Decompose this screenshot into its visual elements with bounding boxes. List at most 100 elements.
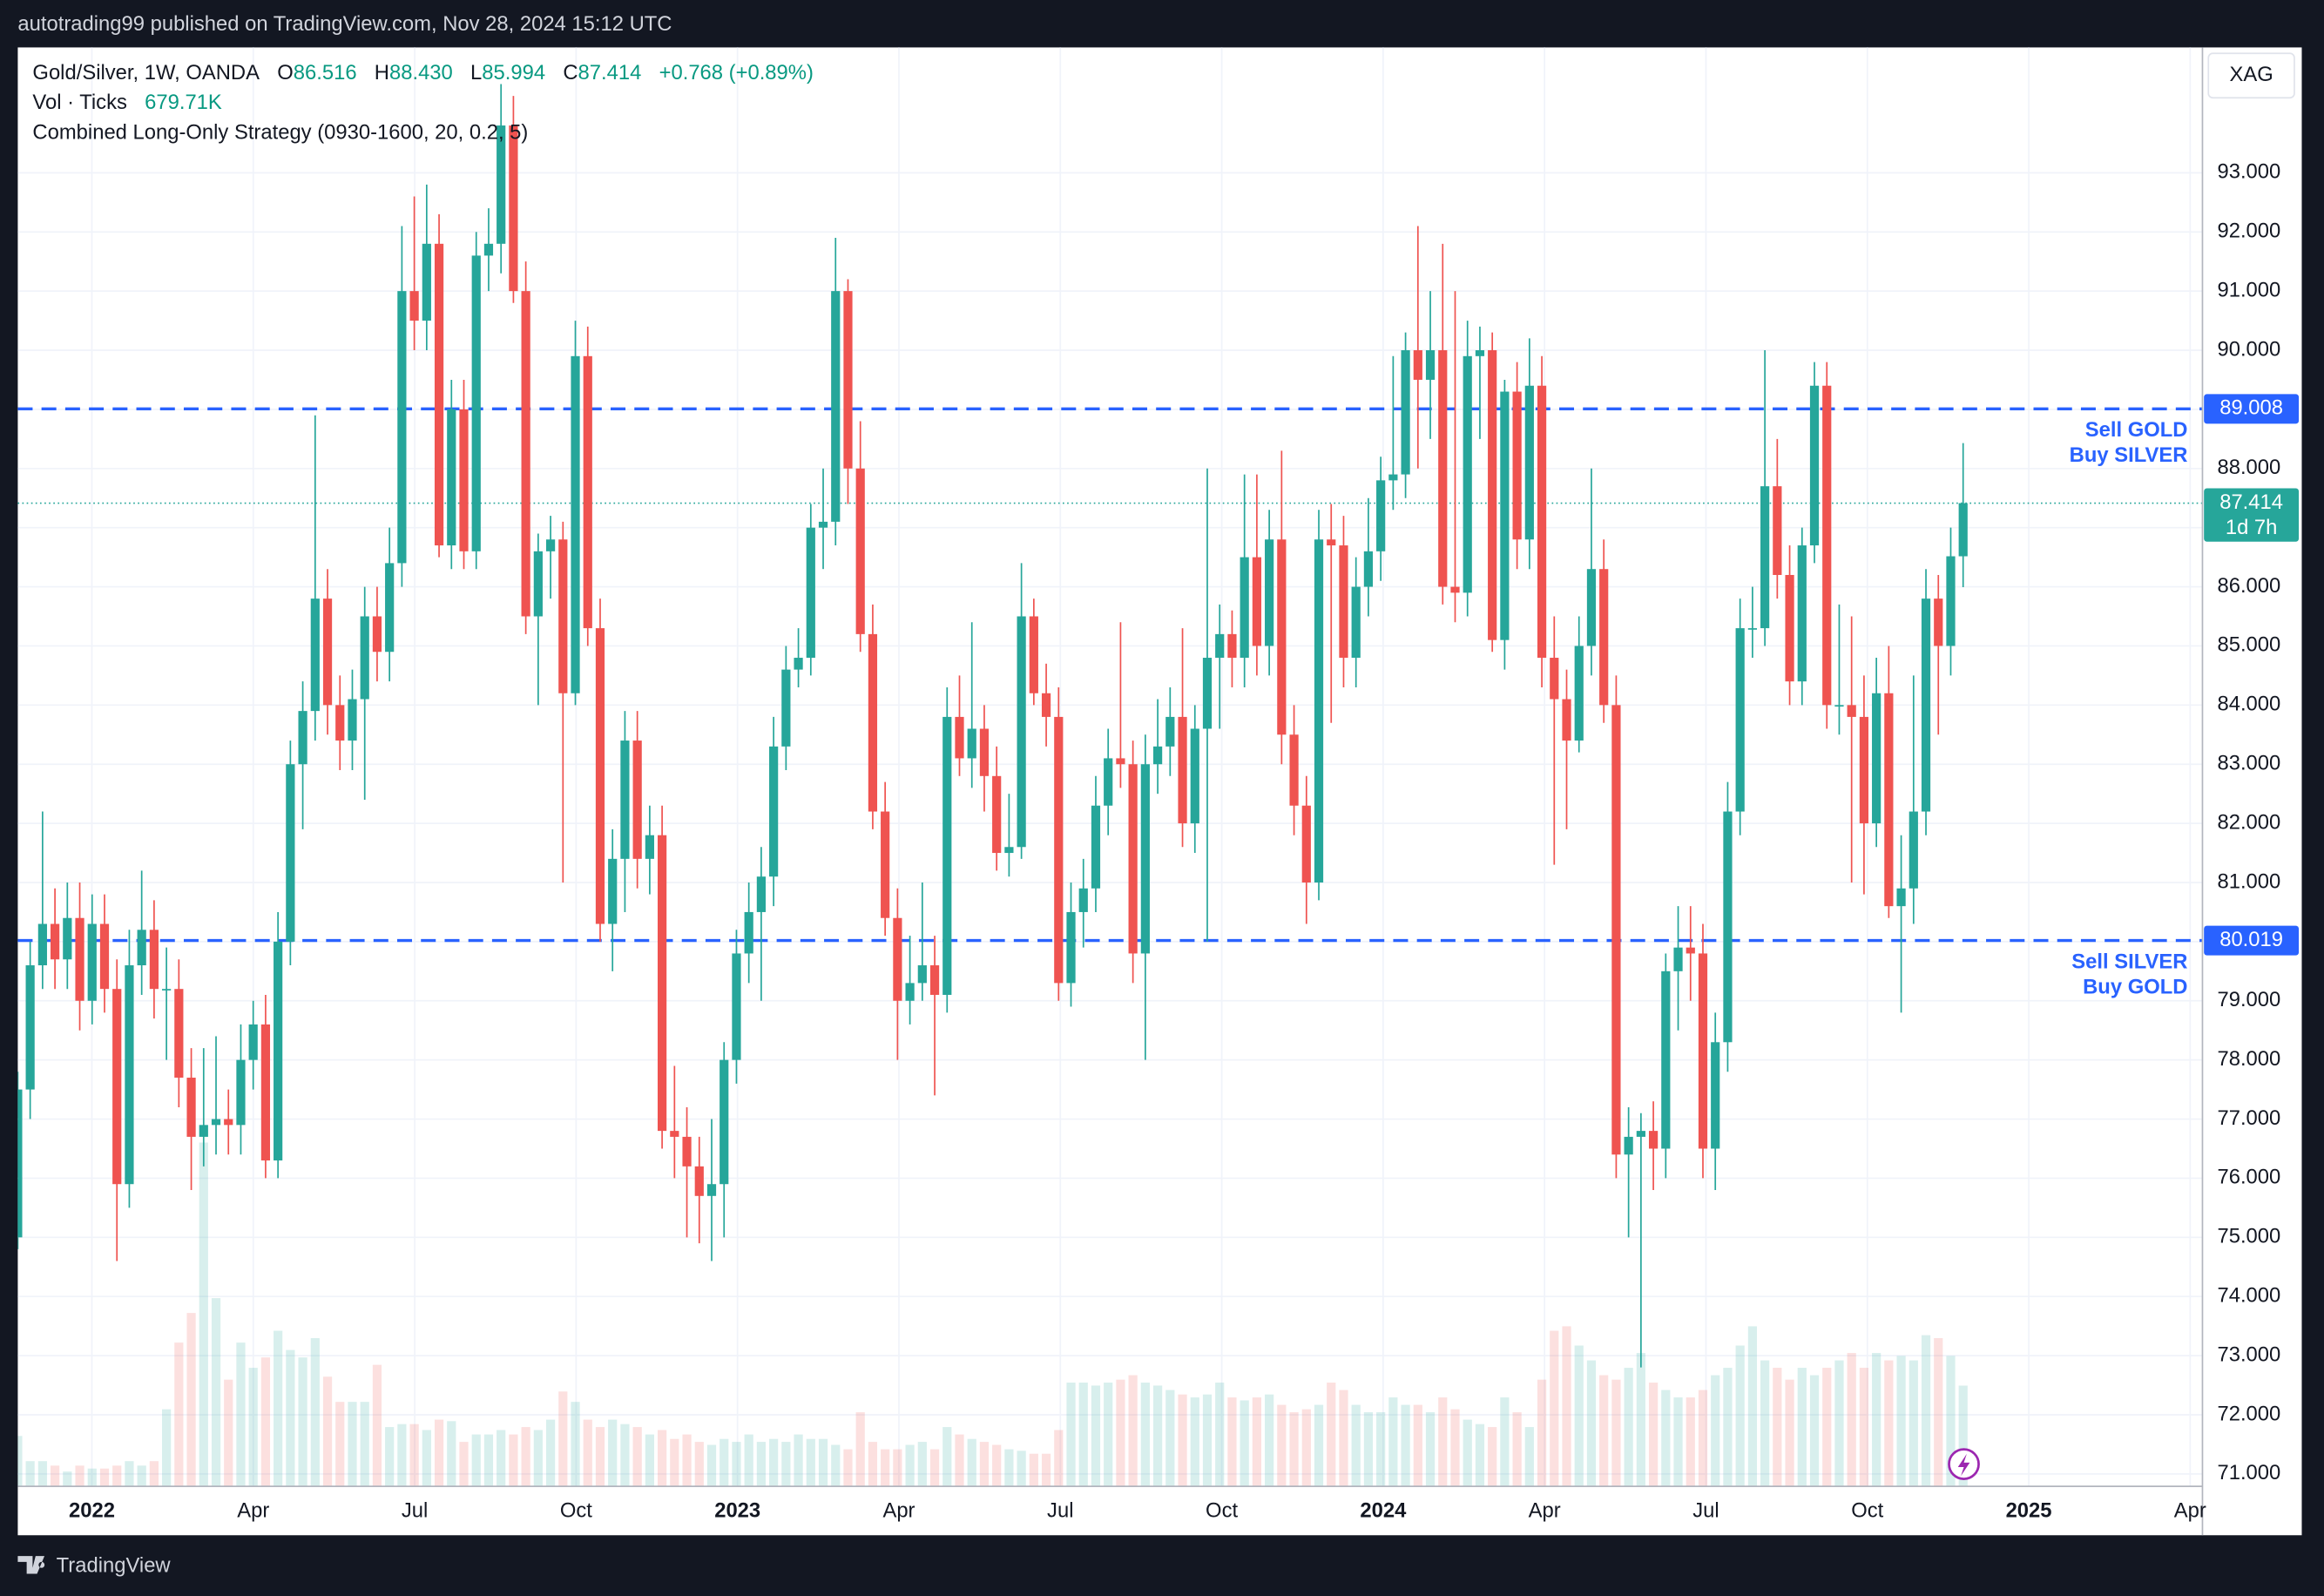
volume-bar bbox=[397, 1424, 407, 1487]
candle-body bbox=[533, 551, 543, 617]
candle-body bbox=[1909, 811, 1918, 889]
volume-bar bbox=[372, 1364, 382, 1487]
volume-bar bbox=[1524, 1427, 1534, 1487]
y-tick-label: 75.000 bbox=[2217, 1225, 2280, 1248]
volume-bar bbox=[1500, 1397, 1510, 1487]
l-label: L bbox=[470, 61, 482, 85]
candle-body bbox=[1574, 646, 1584, 741]
candle-body bbox=[1017, 616, 1026, 848]
candle-body bbox=[1735, 628, 1745, 812]
alert-icon[interactable] bbox=[1948, 1448, 1980, 1480]
candle-body bbox=[1314, 539, 1324, 883]
volume-bar bbox=[1735, 1345, 1745, 1487]
volume-bar bbox=[1463, 1419, 1472, 1487]
volume-bar bbox=[967, 1438, 976, 1487]
volume-bar bbox=[1401, 1404, 1410, 1487]
legend-row: Gold/Silver, 1W, OANDA O86.516 H88.430 L… bbox=[32, 61, 813, 85]
x-tick-label: 2023 bbox=[714, 1498, 760, 1522]
volume-bar bbox=[1884, 1360, 1894, 1487]
candle-body bbox=[1116, 758, 1125, 765]
volume-bar bbox=[149, 1461, 159, 1487]
candle-body bbox=[348, 699, 357, 741]
y-tick-label: 84.000 bbox=[2217, 693, 2280, 716]
candle-body bbox=[483, 243, 494, 256]
candle-body bbox=[1004, 847, 1014, 854]
volume-bar bbox=[1265, 1394, 1274, 1487]
level-annotation: Sell SILVER bbox=[2071, 950, 2187, 973]
volume-bar bbox=[99, 1468, 110, 1487]
o-label: O bbox=[277, 61, 294, 85]
volume-bar bbox=[1240, 1400, 1249, 1487]
volume-bar bbox=[831, 1444, 841, 1487]
volume-bar bbox=[1140, 1383, 1150, 1487]
volume-bar bbox=[744, 1434, 753, 1487]
currency-box[interactable] bbox=[2207, 52, 2295, 99]
x-tick-label: Jul bbox=[1692, 1498, 1719, 1522]
volume-bar bbox=[1091, 1385, 1101, 1487]
candle-body bbox=[670, 1131, 679, 1137]
volume-bar bbox=[1711, 1375, 1720, 1487]
candle-body bbox=[1165, 716, 1175, 747]
candle-body bbox=[1958, 503, 1968, 557]
volume-bar bbox=[608, 1419, 618, 1487]
volume-bar bbox=[125, 1461, 134, 1487]
volume-bar bbox=[1277, 1404, 1287, 1487]
volume-bar bbox=[75, 1465, 84, 1487]
y-tick-label: 76.000 bbox=[2217, 1166, 2280, 1189]
volume-bar bbox=[112, 1465, 122, 1487]
candle-body bbox=[843, 291, 853, 469]
alert-bolt[interactable] bbox=[1957, 1453, 1970, 1477]
candle-body bbox=[87, 923, 97, 1001]
brand-logo bbox=[17, 1556, 45, 1574]
candle-body bbox=[459, 409, 469, 551]
candle-body bbox=[682, 1136, 692, 1167]
volume-bar bbox=[1611, 1379, 1621, 1487]
candle-body bbox=[1078, 888, 1088, 912]
volume-bar bbox=[509, 1434, 518, 1487]
currency[interactable]: XAG bbox=[2229, 63, 2273, 86]
candle-body bbox=[1797, 545, 1807, 682]
volume-bar bbox=[545, 1419, 556, 1487]
volume-pane bbox=[17, 1142, 1968, 1487]
candle-body bbox=[1921, 598, 1931, 812]
volume-bar bbox=[781, 1442, 791, 1487]
y-tick-label: 72.000 bbox=[2217, 1402, 2280, 1425]
o-value: 86.516 bbox=[294, 61, 357, 85]
volume-bar bbox=[1747, 1326, 1757, 1487]
brand: TradingView bbox=[17, 1553, 171, 1577]
candle-body bbox=[806, 527, 815, 659]
level-value: 89.008 bbox=[2219, 396, 2283, 420]
volume-bar bbox=[992, 1444, 1002, 1487]
candle-body bbox=[917, 965, 927, 984]
volume-bar bbox=[645, 1434, 654, 1487]
volume-bar bbox=[583, 1419, 592, 1487]
candle-body bbox=[645, 835, 654, 859]
candle-body bbox=[1872, 693, 1881, 824]
candle-body bbox=[1029, 616, 1038, 693]
candle-body bbox=[595, 628, 605, 924]
candle-body bbox=[17, 1089, 23, 1238]
level-annotation: Sell GOLD bbox=[2085, 418, 2188, 442]
x-tick-label: Apr bbox=[882, 1498, 915, 1522]
y-tick-label: 92.000 bbox=[2217, 220, 2280, 243]
volume-bar bbox=[794, 1434, 803, 1487]
candle-body bbox=[1834, 705, 1844, 707]
candle-body bbox=[1673, 947, 1683, 971]
candle-body bbox=[1301, 805, 1311, 883]
volume-bar bbox=[360, 1402, 369, 1487]
last-price: 87.414 bbox=[2219, 490, 2283, 514]
candle-body bbox=[1599, 569, 1609, 706]
volume-bar bbox=[1785, 1379, 1794, 1487]
candle-body bbox=[1624, 1136, 1633, 1155]
candle-body bbox=[620, 741, 630, 859]
candle-body bbox=[942, 716, 952, 995]
candle-body bbox=[1289, 734, 1299, 806]
volume-bar bbox=[1301, 1409, 1311, 1487]
candle-body bbox=[1327, 539, 1336, 546]
volume-last: 679.71K bbox=[145, 91, 222, 114]
volume-bar bbox=[1909, 1360, 1918, 1487]
y-tick-label: 93.000 bbox=[2217, 160, 2280, 184]
volume-bar bbox=[1797, 1368, 1807, 1487]
candle-body bbox=[286, 764, 295, 942]
